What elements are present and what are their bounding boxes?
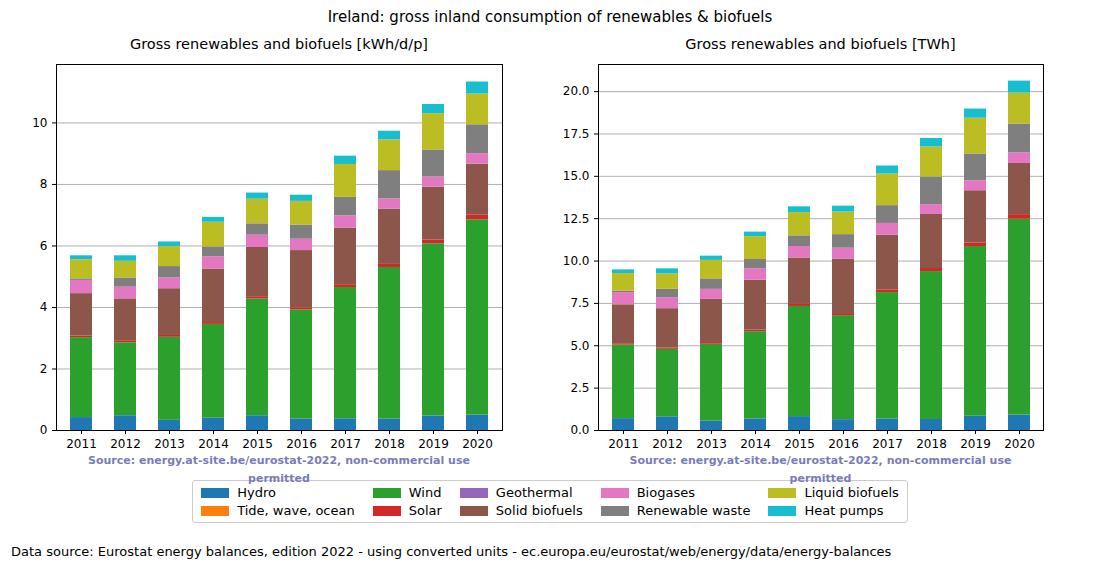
svg-text:5.0: 5.0 [570, 339, 589, 353]
svg-text:17.5: 17.5 [563, 127, 590, 141]
html-text:Biogases: Biogases [636, 485, 695, 500]
svg-text:2011: 2011 [608, 437, 639, 451]
html-text:Heat pumps: Heat pumps [804, 503, 884, 518]
svg-text:0.0: 0.0 [570, 423, 589, 437]
svg-text:2019: 2019 [960, 437, 991, 451]
html-text:Renewable waste: Renewable waste [636, 503, 751, 518]
svg-text:2017: 2017 [872, 437, 903, 451]
svg-text:0: 0 [40, 423, 48, 437]
svg-text:2014: 2014 [740, 437, 771, 451]
html-text:Hydro: Hydro [237, 485, 276, 500]
svg-text:2013: 2013 [696, 437, 727, 451]
html-text:Solar: Solar [408, 503, 442, 518]
svg-text:2012: 2012 [652, 437, 683, 451]
html-text:Liquid biofuels: Liquid biofuels [804, 485, 899, 500]
html-text:Wind: Wind [408, 485, 442, 500]
html-text:Ireland: gross inland consumpt: Ireland: gross inland consumption of ren… [327, 8, 773, 26]
svg-text:6: 6 [40, 239, 48, 253]
svg-text:2.5: 2.5 [570, 381, 589, 395]
html-text:Gross renewables and biofuels: Gross renewables and biofuels [kWh/d/p] [130, 36, 428, 52]
svg-text:12.5: 12.5 [563, 212, 590, 226]
svg-text:8: 8 [40, 177, 48, 191]
html-text:Geothermal: Geothermal [495, 485, 573, 500]
html-text:Solid biofuels: Solid biofuels [495, 503, 583, 518]
svg-text:2013: 2013 [154, 437, 185, 451]
svg-text:2017: 2017 [330, 437, 361, 451]
svg-text:2: 2 [40, 362, 48, 376]
svg-text:2016: 2016 [828, 437, 859, 451]
svg-text:10: 10 [32, 116, 47, 130]
svg-text:2015: 2015 [242, 437, 273, 451]
html-text:Tide, wave, ocean: Tide, wave, ocean [237, 503, 355, 518]
svg-text:10.0: 10.0 [563, 254, 590, 268]
svg-text:2016: 2016 [286, 437, 317, 451]
html-text:Source: energy.at-site.be/euro: Source: energy.at-site.be/eurostat-2022,… [629, 454, 1012, 485]
svg-text:2012: 2012 [110, 437, 141, 451]
svg-text:7.5: 7.5 [570, 296, 589, 310]
html-text:Gross renewables and biofuels: Gross renewables and biofuels [TWh] [685, 36, 956, 52]
svg-text:2011: 2011 [66, 437, 97, 451]
svg-text:2014: 2014 [198, 437, 229, 451]
svg-text:2020: 2020 [1004, 437, 1035, 451]
svg-text:2018: 2018 [916, 437, 947, 451]
svg-text:2015: 2015 [784, 437, 815, 451]
svg-text:4: 4 [40, 300, 48, 314]
svg-text:2020: 2020 [462, 437, 493, 451]
svg-text:2018: 2018 [374, 437, 405, 451]
svg-text:15.0: 15.0 [563, 169, 590, 183]
html-text:Data source: Eurostat energy b: Data source: Eurostat energy balances, e… [11, 544, 892, 559]
svg-text:2019: 2019 [418, 437, 449, 451]
svg-text:20.0: 20.0 [563, 84, 590, 98]
html-text:Source: energy.at-site.be/euro: Source: energy.at-site.be/eurostat-2022,… [88, 454, 470, 485]
